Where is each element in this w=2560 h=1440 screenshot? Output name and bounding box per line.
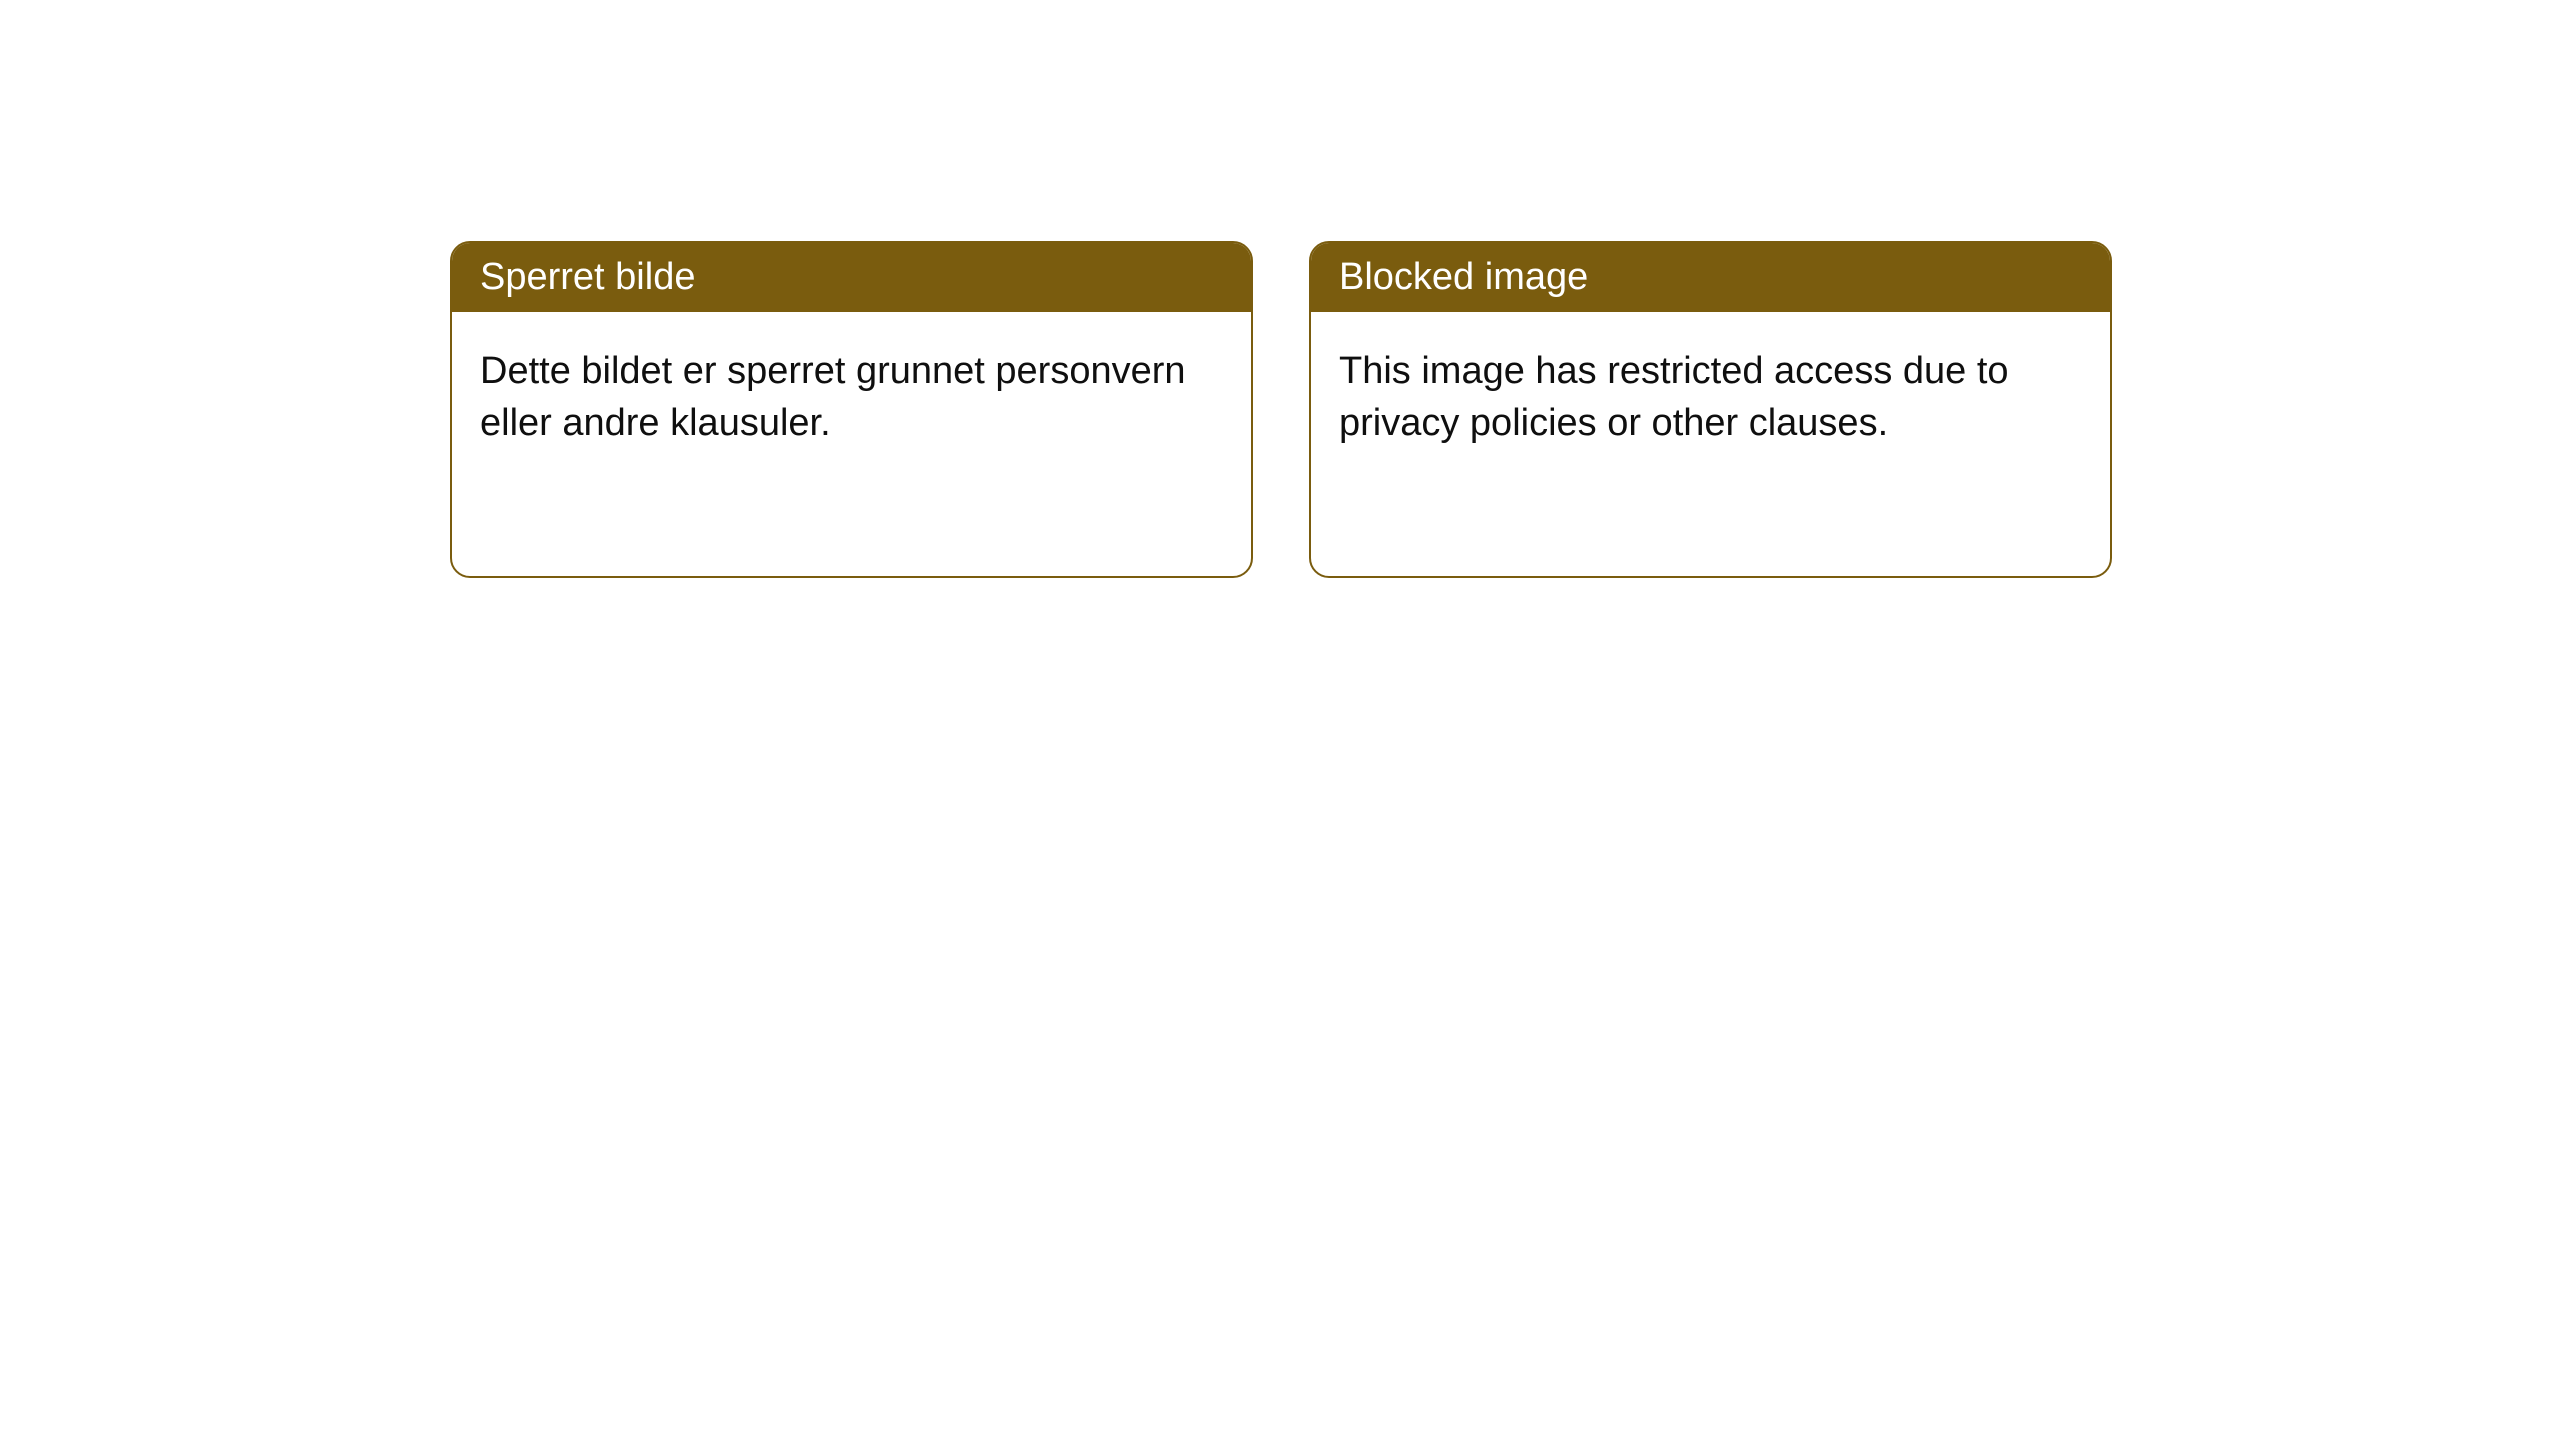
card-header-en: Blocked image	[1311, 243, 2110, 312]
blocked-image-cards: Sperret bilde Dette bildet er sperret gr…	[450, 241, 2112, 578]
card-header-no: Sperret bilde	[452, 243, 1251, 312]
card-body-no: Dette bildet er sperret grunnet personve…	[452, 312, 1251, 483]
blocked-image-card-en: Blocked image This image has restricted …	[1309, 241, 2112, 578]
blocked-image-card-no: Sperret bilde Dette bildet er sperret gr…	[450, 241, 1253, 578]
card-body-en: This image has restricted access due to …	[1311, 312, 2110, 483]
